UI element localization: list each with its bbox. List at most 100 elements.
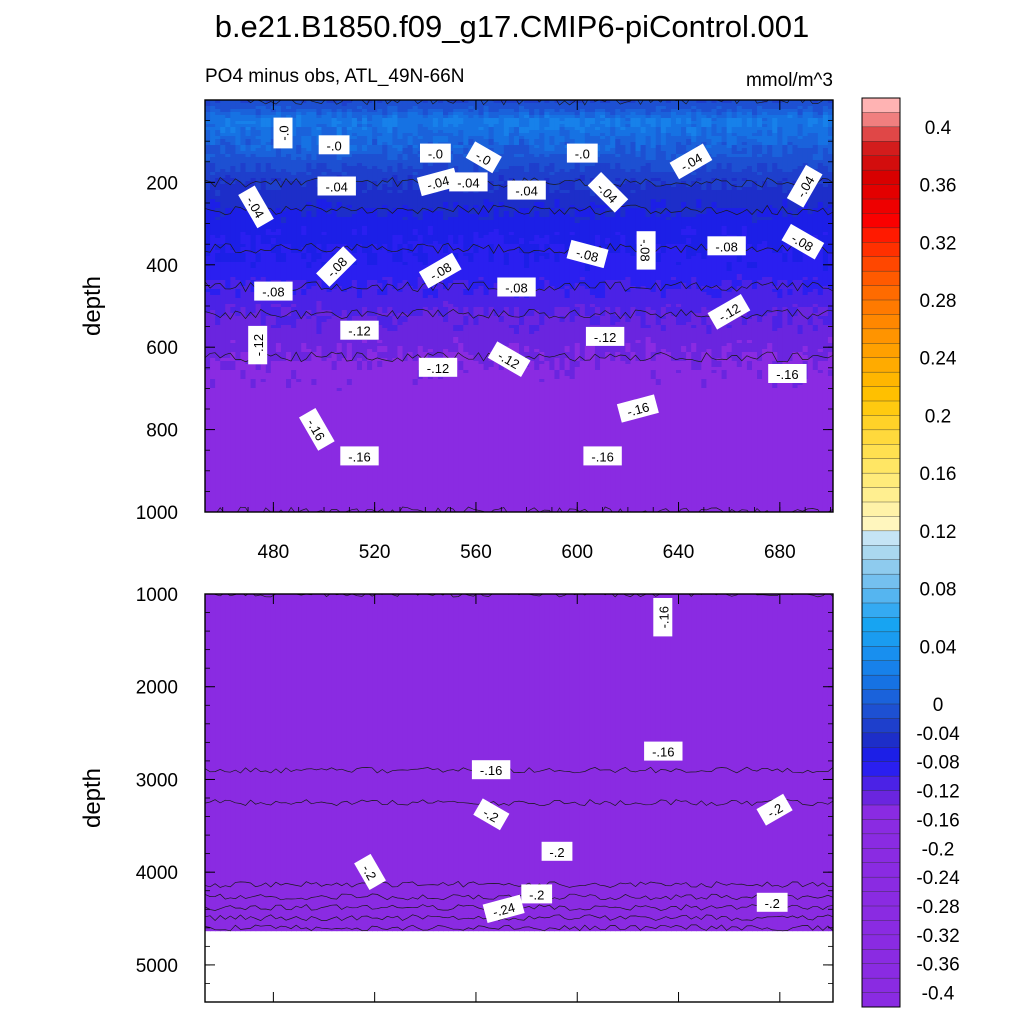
contour-cell — [726, 127, 733, 131]
contour-cell — [265, 124, 272, 128]
contour-cell — [544, 100, 550, 104]
contour-cell — [245, 130, 252, 134]
contour-cell — [453, 118, 459, 122]
contour-cell — [757, 106, 763, 110]
contour-cell — [468, 130, 475, 134]
contour-cell — [767, 133, 773, 137]
contour-cell — [437, 139, 444, 143]
contour-cell — [448, 115, 454, 119]
contour-cell — [311, 130, 318, 134]
contour-cell — [620, 142, 626, 146]
contour-cell — [422, 100, 429, 104]
contour-cell — [367, 103, 373, 107]
contour-cell — [625, 124, 632, 128]
contour-cell — [326, 118, 333, 122]
contour-cell — [787, 130, 794, 134]
contour-cell — [215, 115, 221, 119]
contour-cell — [280, 106, 287, 110]
contour-cell — [468, 124, 475, 128]
contour-cell — [655, 130, 662, 134]
contour-cell — [443, 106, 449, 110]
contour-cell — [777, 121, 783, 125]
contour-cell — [443, 139, 449, 143]
contour-cell — [478, 115, 485, 119]
contour-cell — [554, 139, 561, 143]
contour-cell — [367, 136, 373, 140]
contour-cell — [225, 103, 231, 107]
contour-cell — [549, 142, 556, 146]
contour-cell — [250, 142, 257, 146]
contour-cell — [544, 130, 550, 134]
contour-cell — [448, 112, 454, 116]
contour-cell — [255, 115, 262, 119]
contour-cell — [432, 136, 439, 140]
contour-cell — [346, 124, 353, 128]
contour-cell — [605, 100, 611, 104]
contour-cell — [427, 121, 434, 125]
contour-cell — [822, 133, 829, 137]
contour-cell — [645, 142, 652, 146]
contour-cell — [706, 142, 713, 146]
contour-cell — [524, 103, 530, 107]
contour-cell — [443, 133, 449, 137]
contour-cell — [625, 103, 632, 107]
contour-cell — [301, 124, 307, 128]
contour-cell — [260, 127, 267, 131]
contour-cell — [372, 118, 378, 122]
contour-cell — [235, 130, 242, 134]
contour-cell — [392, 106, 399, 110]
contour-cell — [402, 124, 409, 128]
contour-cell — [210, 115, 216, 119]
contour-cell — [372, 136, 378, 140]
contour-cell — [427, 112, 434, 116]
contour-cell — [503, 100, 510, 104]
contour-cell — [605, 130, 611, 134]
contour-cell — [762, 127, 768, 131]
contour-cell — [478, 142, 485, 146]
contour-cell — [701, 106, 707, 110]
contour-cell — [503, 103, 510, 107]
contour-cell — [726, 139, 733, 143]
contour-cell — [321, 124, 328, 128]
contour-cell — [650, 133, 657, 137]
contour-cell — [356, 115, 363, 119]
contour-cell — [751, 112, 758, 116]
contour-cell — [478, 136, 485, 140]
contour-cell — [230, 142, 236, 146]
contour-cell — [255, 118, 262, 122]
contour-cell — [291, 130, 297, 134]
contour-cell — [215, 118, 221, 122]
contour-cell — [655, 127, 662, 131]
contour-cell — [524, 109, 530, 113]
contour-cell — [356, 136, 363, 140]
contour-cell — [686, 124, 692, 128]
contour-cell — [245, 142, 252, 146]
contour-cell — [478, 130, 485, 134]
contour-cell — [377, 130, 383, 134]
contour-cell — [468, 115, 475, 119]
contour-cell — [448, 133, 454, 137]
contour-cell — [341, 112, 348, 116]
contour-cell — [493, 124, 500, 128]
contour-cell — [205, 136, 211, 140]
contour-cell — [822, 106, 829, 110]
contour-cell — [640, 100, 647, 104]
contour-cell — [787, 133, 794, 137]
contour-cell — [235, 127, 242, 131]
contour-cell — [822, 115, 829, 119]
contour-cell — [422, 106, 429, 110]
contour-cell — [493, 118, 500, 122]
contour-cell — [670, 139, 677, 143]
contour-cell — [686, 106, 692, 110]
contour-cell — [625, 118, 632, 122]
contour-cell — [392, 124, 399, 128]
contour-cell — [751, 139, 758, 143]
contour-cell — [782, 115, 789, 119]
contour-cell — [635, 103, 642, 107]
contour-cell — [782, 118, 789, 122]
contour-cell — [665, 124, 672, 128]
contour-cell — [351, 136, 358, 140]
contour-cell — [620, 118, 626, 122]
contour-cell — [372, 130, 378, 134]
contour-cell — [392, 115, 399, 119]
